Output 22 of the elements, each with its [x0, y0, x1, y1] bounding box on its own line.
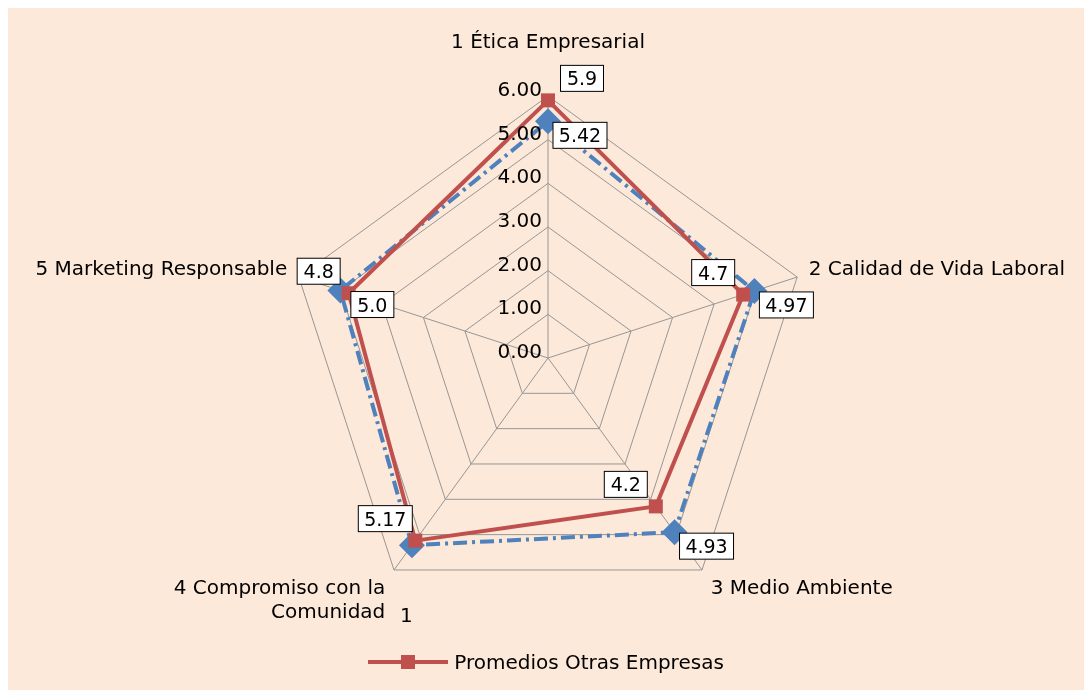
data-label: 4.7	[698, 261, 729, 284]
data-label: 4.8	[303, 260, 334, 283]
spoke-label: 4 Compromiso con la Comunidad	[173, 575, 386, 624]
data-label: 4.97	[765, 293, 808, 316]
spoke-label: 1 Ética Empresarial	[451, 29, 645, 53]
data-label: 4.93	[685, 535, 728, 558]
y-tick-label: 6.00	[497, 77, 542, 101]
data-label: 4.2	[610, 473, 641, 496]
legend-label: Promedios Otras Empresas	[454, 650, 724, 674]
spoke-label: 3 Medio Ambiente	[710, 575, 893, 600]
y-tick-label: 0.00	[497, 339, 542, 363]
data-label: 5.17	[364, 507, 407, 530]
data-label: 5.42	[558, 124, 602, 147]
spoke-label: 2 Calidad de Vida Laboral	[808, 255, 1066, 280]
y-tick-label: 1.00	[497, 295, 542, 320]
spoke-label: 5 Marketing Responsable	[35, 255, 288, 280]
text: 1	[400, 602, 413, 627]
data-label: 5.9	[566, 67, 598, 90]
data-label: 5.0	[357, 293, 388, 316]
y-tick-label: 2.00	[497, 251, 542, 276]
y-tick-label: 3.00	[497, 208, 542, 232]
y-tick-label: 4.00	[497, 164, 542, 189]
